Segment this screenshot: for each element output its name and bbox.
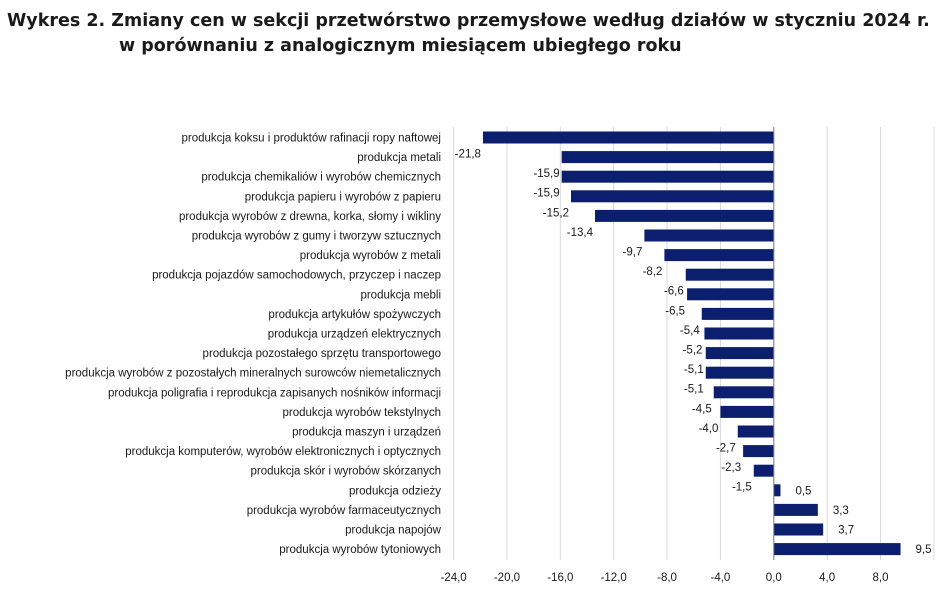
bar xyxy=(705,347,774,360)
category-label: produkcja chemikaliów i wyrobów chemiczn… xyxy=(201,172,441,184)
data-label: -5,4 xyxy=(680,325,700,337)
bar xyxy=(701,307,774,320)
category-label: produkcja artykułów spożywczych xyxy=(268,309,441,321)
bar xyxy=(687,288,774,301)
bar xyxy=(713,386,774,399)
category-label: produkcja koksu i produktów rafinacji ro… xyxy=(181,133,441,145)
data-label: -15,2 xyxy=(543,207,569,219)
category-label: produkcja papieru i wyrobów z papieru xyxy=(245,191,441,203)
bar xyxy=(753,464,774,477)
data-label: -2,3 xyxy=(721,462,741,474)
bar xyxy=(720,405,774,418)
category-label: produkcja wyrobów z pozostałych mineraln… xyxy=(65,368,441,380)
data-label: -1,5 xyxy=(732,482,752,494)
category-label: produkcja mebli xyxy=(360,289,441,301)
category-label: produkcja skór i wyrobów skórzanych xyxy=(251,466,441,478)
data-label: -6,5 xyxy=(665,305,685,317)
data-label: -9,7 xyxy=(623,247,643,259)
category-label: produkcja odzieży xyxy=(349,485,441,497)
bar xyxy=(561,151,774,164)
category-label: produkcja poligrafia i reprodukcja zapis… xyxy=(108,387,441,399)
category-label: produkcja wyrobów tytoniowych xyxy=(279,544,441,556)
category-label: produkcja maszyn i urządzeń xyxy=(292,427,441,439)
chart-title-line-1: Wykres 2. Zmiany cen w sekcji przetwórst… xyxy=(7,11,930,31)
data-label: 3,7 xyxy=(838,525,854,537)
bar xyxy=(704,327,774,340)
chart-title: Wykres 2. Zmiany cen w sekcji przetwórst… xyxy=(7,9,942,59)
data-label: -13,4 xyxy=(567,227,594,239)
bar xyxy=(705,366,774,379)
bar xyxy=(737,425,774,438)
x-tick-label: -20,0 xyxy=(494,572,520,584)
data-label: -6,6 xyxy=(664,286,684,298)
bar xyxy=(773,523,824,536)
data-label: -5,1 xyxy=(684,364,704,376)
x-tick-label: -16,0 xyxy=(547,572,573,584)
data-label: -4,5 xyxy=(692,403,712,415)
bar xyxy=(571,190,774,203)
data-label: -5,2 xyxy=(683,345,703,357)
category-label: produkcja wyrobów tekstylnych xyxy=(282,407,441,419)
bar xyxy=(482,131,774,144)
x-tick-label: -8,0 xyxy=(657,572,677,584)
category-label: produkcja pozostałego sprzętu transporto… xyxy=(203,348,441,360)
category-label: produkcja wyrobów z gumy i tworzyw sztuc… xyxy=(192,231,441,243)
data-label: -2,7 xyxy=(716,443,736,455)
data-label: 9,5 xyxy=(916,544,932,556)
bar xyxy=(595,209,774,222)
x-tick-label: 4,0 xyxy=(819,572,835,584)
data-label: 0,5 xyxy=(795,485,811,497)
bar xyxy=(773,543,901,556)
bar xyxy=(561,170,774,183)
x-tick-label: 0,0 xyxy=(766,572,782,584)
bar xyxy=(644,229,774,242)
bar xyxy=(773,503,818,516)
x-tick-label: 8,0 xyxy=(873,572,889,584)
x-tick-label: -4,0 xyxy=(711,572,731,584)
category-label: produkcja urządzeń elektrycznych xyxy=(268,329,441,341)
data-label: -21,8 xyxy=(455,149,481,161)
bar xyxy=(743,445,774,458)
bar xyxy=(685,268,774,281)
bar xyxy=(664,249,774,262)
category-label: produkcja napojów xyxy=(345,525,442,537)
category-label: produkcja komputerów, wyrobów elektronic… xyxy=(125,446,441,458)
data-label: -15,9 xyxy=(533,168,559,180)
category-label: produkcja pojazdów samochodowych, przycz… xyxy=(152,270,441,282)
chart-title-line-2: w porównaniu z analogicznym miesiącem ub… xyxy=(119,36,682,56)
bar xyxy=(773,484,781,497)
data-label: -15,9 xyxy=(533,188,559,200)
category-label: produkcja wyrobów z drewna, korka, słomy… xyxy=(179,211,441,223)
category-label: produkcja wyrobów farmaceutycznych xyxy=(247,505,441,517)
data-label: -8,2 xyxy=(643,266,663,278)
data-label: -4,0 xyxy=(699,423,719,435)
category-label: produkcja metali xyxy=(357,152,441,164)
category-label: produkcja wyrobów z metali xyxy=(300,250,441,262)
x-tick-label: -12,0 xyxy=(601,572,627,584)
data-label: -5,1 xyxy=(684,384,704,396)
data-label: 3,3 xyxy=(833,505,849,517)
x-tick-label: -24,0 xyxy=(440,572,466,584)
